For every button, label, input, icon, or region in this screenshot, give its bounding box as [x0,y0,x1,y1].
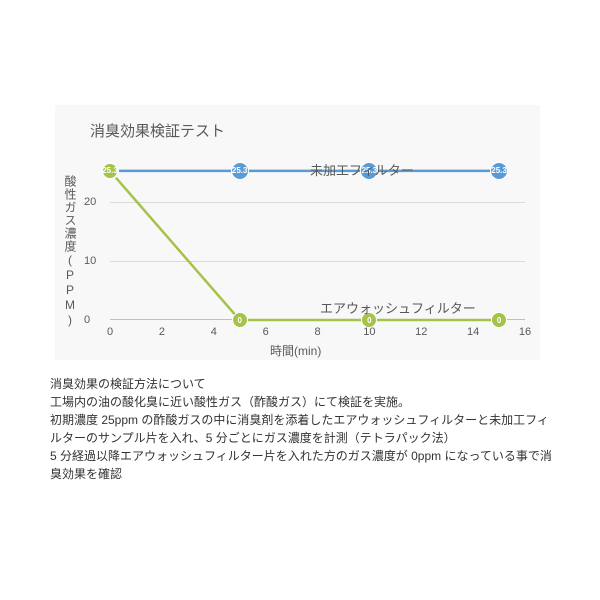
x-tick-label: 2 [159,326,165,338]
data-marker: 25.3 [490,162,508,180]
data-marker: 25.3 [102,163,118,179]
chart-lines-svg [110,155,525,320]
description-text: 消臭効果の検証方法について 工場内の油の酸化臭に近い酸性ガス（酢酸ガス）にて検証… [50,375,560,483]
x-tick-label: 14 [467,326,479,338]
series-label-untreated: 未加工フィルター [310,160,414,179]
series-label-airwash: エアウォッシュフィルター [320,298,476,317]
x-tick-label: 16 [519,326,531,338]
x-axis-title: 時間(min) [270,342,321,359]
y-tick-label: 20 [84,196,96,208]
x-tick-label: 12 [415,326,427,338]
description-line: 5 分経過以降エアウォッシュフィルター片を入れた方のガス濃度が 0ppm になっ… [50,447,560,483]
data-marker: 0 [232,312,248,328]
x-tick-label: 4 [211,326,217,338]
data-marker: 25.3 [231,162,249,180]
y-axis-title: 酸性ガス濃度(PPM) [62,175,79,328]
chart-title: 消臭効果検証テスト [90,120,225,141]
description-line: 消臭効果の検証方法について [50,375,560,393]
x-tick-label: 8 [314,326,320,338]
x-tick-label: 0 [107,326,113,338]
x-tick-label: 6 [263,326,269,338]
description-line: 工場内の油の酸化臭に近い酸性ガス（酢酸ガス）にて検証を実施。 [50,393,560,411]
y-tick-label: 10 [84,255,96,267]
plot-area: 010200246810121416 25.325.325.325.325.30… [110,155,525,320]
data-marker: 0 [491,312,507,328]
y-tick-label: 0 [84,314,90,326]
description-line: 初期濃度 25ppm の酢酸ガスの中に消臭剤を添着したエアウォッシュフィルターと… [50,411,560,447]
